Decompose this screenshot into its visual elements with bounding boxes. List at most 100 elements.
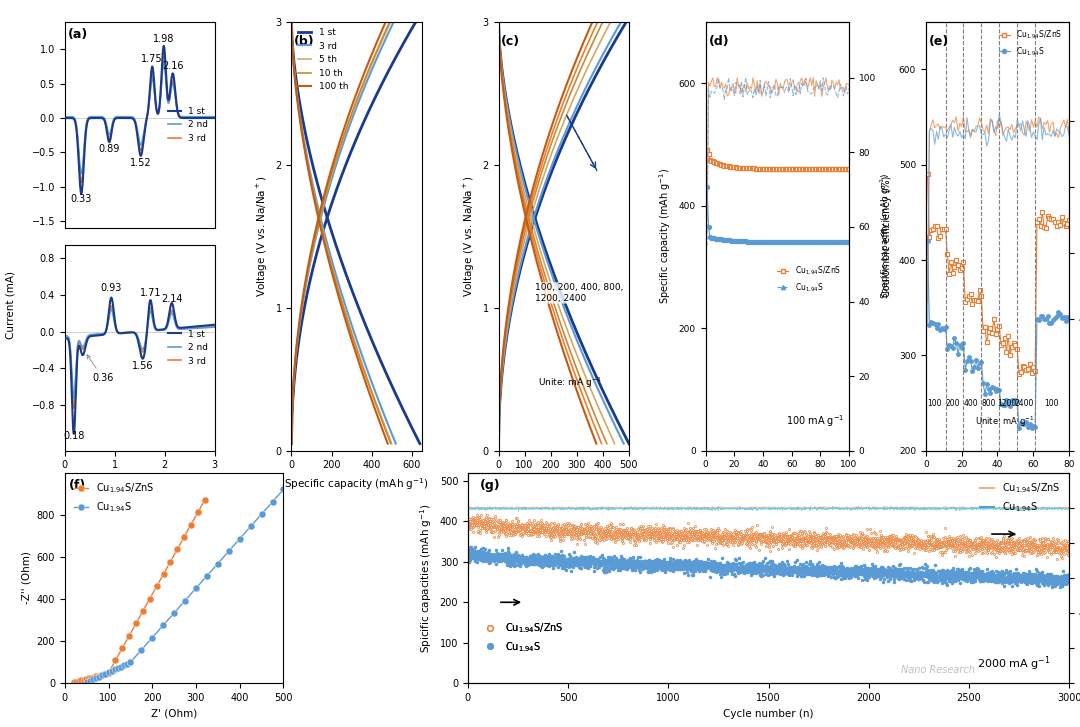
Text: 0.93: 0.93 bbox=[100, 283, 122, 293]
Cu$_{1.94}$S/ZnS bbox=[718, 533, 731, 542]
Cu$_{1.94}$S/ZnS bbox=[199, 496, 212, 505]
Cu$_{1.94}$S/ZnS bbox=[87, 672, 100, 681]
Legend: Cu$_{1.94}$S/ZnS, Cu$_{1.94}$S: Cu$_{1.94}$S/ZnS, Cu$_{1.94}$S bbox=[774, 262, 843, 297]
Legend: Cu$_{1.94}$S/ZnS, Cu$_{1.94}$S: Cu$_{1.94}$S/ZnS, Cu$_{1.94}$S bbox=[70, 478, 159, 518]
Cu$_{1.94}$S bbox=[124, 658, 137, 667]
Text: 1.52: 1.52 bbox=[130, 158, 151, 168]
Line: Cu$_{1.94}$S/ZnS: Cu$_{1.94}$S/ZnS bbox=[70, 497, 208, 686]
Text: 2400: 2400 bbox=[1015, 399, 1034, 408]
Cu$_{1.94}$S/ZnS bbox=[130, 619, 143, 628]
Cu$_{1.94}$S bbox=[212, 559, 225, 568]
Text: 1.98: 1.98 bbox=[153, 34, 175, 44]
Cu$_{1.94}$S/ZnS bbox=[77, 675, 90, 684]
Text: Nano Research: Nano Research bbox=[901, 664, 975, 675]
X-axis label: Specific capacity (mAh g$^{-1}$): Specific capacity (mAh g$^{-1}$) bbox=[491, 476, 636, 492]
Cu$_{1.94}$S/ZnS bbox=[986, 537, 999, 546]
X-axis label: Z' (Ohm): Z' (Ohm) bbox=[151, 709, 198, 719]
Cu$_{1.94}$S/ZnS bbox=[1050, 555, 1063, 563]
Cu$_{1.94}$S bbox=[135, 646, 148, 654]
Text: Unite: mA g$^{-1}$: Unite: mA g$^{-1}$ bbox=[975, 414, 1035, 429]
Text: 400: 400 bbox=[963, 399, 977, 408]
Cu$_{1.94}$S/ZnS bbox=[82, 674, 95, 683]
Cu$_{1.94}$S bbox=[108, 665, 121, 674]
Legend: 1 st, 2 nd, 3 rd: 1 st, 2 nd, 3 rd bbox=[166, 105, 211, 145]
Cu$_{1.94}$S bbox=[83, 677, 96, 686]
X-axis label: Cycle number (n): Cycle number (n) bbox=[724, 709, 814, 719]
Cu$_{1.94}$S bbox=[90, 674, 103, 683]
Text: 2.14: 2.14 bbox=[161, 294, 183, 304]
Cu$_{1.94}$S/ZnS bbox=[75, 676, 87, 685]
Cu$_{1.94}$S bbox=[118, 661, 131, 670]
Text: (d): (d) bbox=[708, 35, 729, 48]
Cu$_{1.94}$S/ZnS bbox=[566, 523, 579, 532]
Text: 0.89: 0.89 bbox=[98, 144, 120, 154]
Cu$_{1.94}$S bbox=[469, 542, 482, 551]
Cu$_{1.94}$S bbox=[1045, 583, 1058, 592]
Cu$_{1.94}$S bbox=[1063, 575, 1076, 584]
Cu$_{1.94}$S bbox=[233, 534, 246, 543]
Cu$_{1.94}$S/ZnS bbox=[164, 558, 177, 566]
Text: (e): (e) bbox=[929, 35, 949, 48]
Text: 800: 800 bbox=[982, 399, 996, 408]
Cu$_{1.94}$S/ZnS bbox=[144, 595, 157, 603]
Cu$_{1.94}$S/ZnS bbox=[116, 644, 129, 653]
Cu$_{1.94}$S bbox=[189, 584, 202, 593]
Legend: Cu$_{1.94}$S/ZnS, Cu$_{1.94}$S: Cu$_{1.94}$S/ZnS, Cu$_{1.94}$S bbox=[975, 478, 1064, 518]
Text: 2000 mA g$^{-1}$: 2000 mA g$^{-1}$ bbox=[977, 654, 1051, 673]
Text: 100 mA g$^{-1}$: 100 mA g$^{-1}$ bbox=[786, 414, 845, 429]
Cu$_{1.94}$S/ZnS bbox=[90, 672, 103, 680]
Text: Unite: mA g$^{-1}$: Unite: mA g$^{-1}$ bbox=[538, 376, 602, 390]
Cu$_{1.94}$S bbox=[99, 670, 112, 678]
Cu$_{1.94}$S/ZnS bbox=[177, 533, 190, 542]
Cu$_{1.94}$S/ZnS bbox=[1051, 536, 1064, 545]
Y-axis label: Specific capacity (mAh g$^{-1}$): Specific capacity (mAh g$^{-1}$) bbox=[879, 173, 893, 300]
Text: (b): (b) bbox=[294, 35, 314, 48]
Cu$_{1.94}$S/ZnS bbox=[461, 517, 474, 526]
Text: Current (mA): Current (mA) bbox=[5, 271, 15, 340]
X-axis label: Cycle number (n): Cycle number (n) bbox=[953, 475, 1043, 485]
Cu$_{1.94}$S bbox=[102, 668, 114, 677]
Cu$_{1.94}$S/ZnS bbox=[150, 582, 163, 591]
Cu$_{1.94}$S bbox=[530, 558, 543, 567]
Text: (a): (a) bbox=[68, 28, 89, 41]
Legend: 1 st, 2 nd, 3 rd: 1 st, 2 nd, 3 rd bbox=[166, 328, 211, 367]
Cu$_{1.94}$S bbox=[111, 664, 124, 672]
Cu$_{1.94}$S bbox=[93, 672, 106, 681]
Cu$_{1.94}$S bbox=[276, 485, 289, 494]
Y-axis label: Voltage (V vs. Na/Na$^+$): Voltage (V vs. Na/Na$^+$) bbox=[462, 175, 477, 297]
Cu$_{1.94}$S bbox=[566, 559, 579, 568]
Cu$_{1.94}$S/ZnS bbox=[97, 670, 110, 678]
Text: 100: 100 bbox=[928, 399, 942, 408]
Line: Cu$_{1.94}$S: Cu$_{1.94}$S bbox=[467, 545, 1070, 588]
Cu$_{1.94}$S bbox=[222, 547, 235, 555]
Y-axis label: Specific capacity (mAh g$^{-1}$): Specific capacity (mAh g$^{-1}$) bbox=[658, 168, 673, 305]
Y-axis label: Voltage (V vs. Na/Na$^+$): Voltage (V vs. Na/Na$^+$) bbox=[255, 175, 270, 297]
Line: Cu$_{1.94}$S: Cu$_{1.94}$S bbox=[83, 486, 287, 686]
Legend: Cu$_{1.94}$S/ZnS, Cu$_{1.94}$S: Cu$_{1.94}$S/ZnS, Cu$_{1.94}$S bbox=[478, 617, 567, 657]
X-axis label: Cycle number (n): Cycle number (n) bbox=[732, 475, 823, 485]
Cu$_{1.94}$S/ZnS bbox=[84, 673, 97, 682]
Cu$_{1.94}$S/ZnS bbox=[92, 671, 105, 680]
Cu$_{1.94}$S/ZnS bbox=[185, 521, 198, 529]
Cu$_{1.94}$S/ZnS bbox=[102, 669, 114, 678]
Text: 1.75: 1.75 bbox=[141, 55, 163, 65]
Text: 100: 100 bbox=[1044, 399, 1058, 408]
Cu$_{1.94}$S/ZnS bbox=[99, 669, 112, 678]
Text: 200: 200 bbox=[945, 399, 960, 408]
Cu$_{1.94}$S/ZnS bbox=[69, 678, 82, 686]
Cu$_{1.94}$S/ZnS bbox=[123, 632, 136, 640]
Legend: 1 st, 3 rd, 5 th, 10 th, 100 th: 1 st, 3 rd, 5 th, 10 th, 100 th bbox=[296, 26, 350, 93]
Text: 1.56: 1.56 bbox=[132, 361, 153, 371]
X-axis label: Voltage (V vs. Na/Na$^+$): Voltage (V vs. Na/Na$^+$) bbox=[79, 476, 201, 491]
Cu$_{1.94}$S bbox=[167, 608, 180, 617]
Cu$_{1.94}$S/ZnS bbox=[171, 545, 184, 554]
Cu$_{1.94}$S bbox=[121, 659, 134, 668]
Text: 100, 200, 400, 800,
1200, 2400: 100, 200, 400, 800, 1200, 2400 bbox=[535, 284, 623, 302]
Cu$_{1.94}$S bbox=[86, 675, 99, 684]
Cu$_{1.94}$S bbox=[105, 667, 118, 675]
Cu$_{1.94}$S bbox=[718, 561, 731, 569]
Text: (c): (c) bbox=[501, 35, 521, 48]
Cu$_{1.94}$S/ZnS bbox=[95, 670, 108, 679]
Cu$_{1.94}$S/ZnS bbox=[72, 677, 85, 686]
Cu$_{1.94}$S/ZnS bbox=[80, 675, 93, 683]
